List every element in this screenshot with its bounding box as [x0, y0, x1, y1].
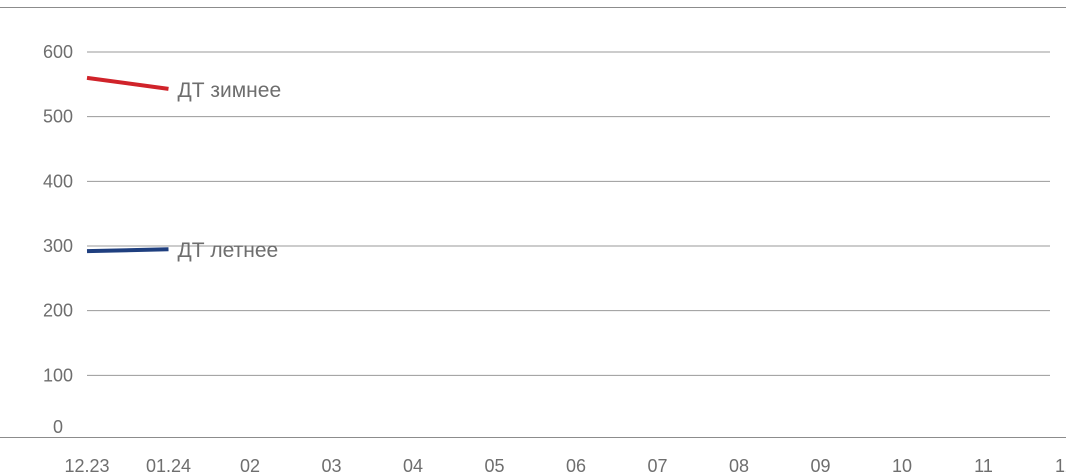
series-line-1: [86, 247, 169, 254]
y-axis-ticks: 0 100 200 300 400 500 600: [43, 42, 73, 437]
y-tick-label: 400: [43, 171, 73, 191]
y-tick-label: 100: [43, 365, 73, 385]
x-tick-label: 08: [729, 456, 749, 476]
x-tick-label: 01.24: [146, 456, 191, 476]
x-tick-label: 03: [321, 456, 341, 476]
x-tick-label: 02: [240, 456, 260, 476]
series-label: ДТ зимнее: [178, 79, 282, 102]
x-tick-label: 10: [892, 456, 912, 476]
y-tick-label: 600: [43, 42, 73, 62]
y-tick-label: 200: [43, 301, 73, 321]
y-tick-label: 500: [43, 107, 73, 127]
x-tick-label: 12.23: [64, 456, 109, 476]
y-tick-label: 300: [43, 236, 73, 256]
series-lines: ДТ зимнее ДТ летнее: [86, 75, 282, 262]
x-tick-label: 06: [566, 456, 586, 476]
x-tick-label: 11: [974, 456, 993, 476]
y-tick-label: 0: [53, 417, 63, 437]
x-tick-label: 04: [403, 456, 423, 476]
x-tick-label: 12: [1055, 456, 1066, 476]
gridlines: [87, 51, 1050, 376]
series-label: ДТ летнее: [178, 239, 279, 262]
x-axis-ticks: 12.23 01.24 02 03 04 05 06 07 08 09 10 11 12: [64, 456, 1066, 476]
x-tick-label: 07: [647, 456, 667, 476]
series-line-0: [86, 75, 169, 91]
x-tick-label: 09: [810, 456, 830, 476]
x-tick-label: 05: [484, 456, 504, 476]
